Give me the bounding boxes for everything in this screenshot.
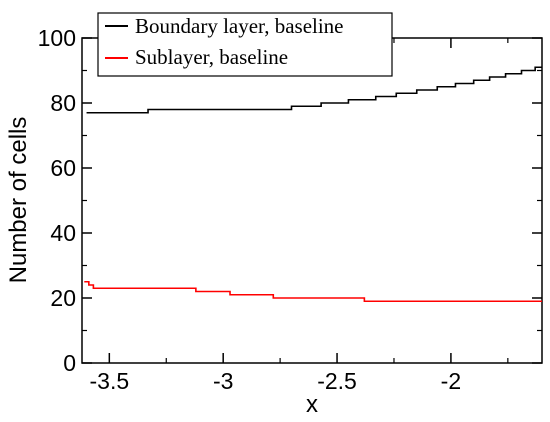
- x-axis-title: x: [306, 391, 318, 418]
- series-line-1: [84, 280, 542, 303]
- x-tick-label: -2.5: [317, 368, 357, 394]
- x-tick-label: -2: [441, 368, 461, 394]
- series-line-0: [86, 66, 542, 114]
- legend-label-boundary-layer: Boundary layer, baseline: [135, 14, 344, 38]
- y-tick-label: 40: [50, 220, 76, 246]
- legend-box: [97, 12, 393, 77]
- legend: Boundary layer, baseline Sublayer, basel…: [97, 12, 393, 77]
- x-axis: -3.5 -3 -2.5 -2: [90, 38, 509, 394]
- y-axis: 0 20 40 60 80 100: [38, 25, 542, 376]
- y-tick-label: 80: [50, 90, 76, 116]
- x-tick-label: -3: [213, 368, 233, 394]
- series-group: [84, 66, 542, 303]
- plot-frame: [81, 37, 543, 364]
- x-tick-label: -3.5: [90, 368, 130, 394]
- y-tick-label: 60: [50, 155, 76, 181]
- y-tick-label: 0: [63, 350, 76, 376]
- legend-label-sublayer: Sublayer, baseline: [135, 45, 288, 69]
- y-tick-label: 100: [38, 25, 76, 51]
- y-axis-title: Number of cells: [5, 117, 32, 284]
- y-tick-label: 20: [50, 285, 76, 311]
